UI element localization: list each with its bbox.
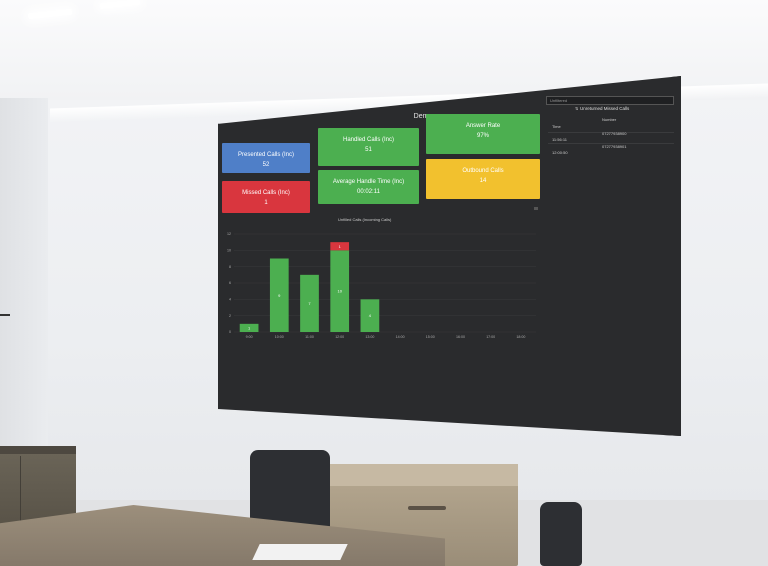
- bar-value-label: 1: [248, 325, 251, 330]
- kpi-value: 51: [365, 147, 372, 153]
- table-row-number: 07277938901: [602, 144, 627, 149]
- chart-title: Unfilled Calls (Incoming Calls): [338, 217, 392, 222]
- kpi-label: Presented Calls (Inc): [237, 152, 295, 158]
- chair: [540, 502, 582, 566]
- cabinet-top: [0, 446, 76, 454]
- x-tick-label: 13:00: [365, 335, 374, 339]
- kpi-value: 14: [479, 178, 487, 184]
- bar-handled[interactable]: [269, 258, 289, 333]
- bar-handled[interactable]: [360, 299, 380, 332]
- x-tick-label: 10:00: [275, 335, 284, 339]
- bar-handled[interactable]: [239, 323, 259, 332]
- wall-display: Demo Presented Calls (Inc) 52 Handled Call…: [218, 76, 681, 436]
- kpi-tile[interactable]: Outbound Calls 14: [426, 159, 540, 199]
- y-tick-label: 10: [227, 249, 231, 253]
- kpi-value: 97%: [476, 133, 489, 139]
- missed-value-label: 1: [339, 244, 342, 249]
- column-header-number[interactable]: Number: [602, 117, 617, 122]
- y-tick-label: 0: [229, 330, 231, 334]
- bar-value-label: 7: [308, 301, 311, 306]
- calls-bar-chart: 0 2 4 6 8 10 12 1 9:00 9 10:00 7 11:00 10 1 12:00 4 13:00…: [227, 232, 536, 339]
- kpi-tile[interactable]: Missed Calls (Inc) 1: [222, 181, 310, 213]
- bar-value-label: 4: [369, 313, 372, 318]
- kpi-label: Average Handle Time (Inc): [332, 179, 405, 185]
- bar-handled[interactable]: [300, 274, 319, 332]
- scroll-handle[interactable]: [534, 207, 538, 210]
- credenza-top: [320, 464, 518, 486]
- wall-mark: [0, 314, 10, 316]
- kpi-tile[interactable]: Handled Calls (Inc) 51: [318, 128, 419, 166]
- column-header-time[interactable]: Time: [552, 124, 561, 129]
- kpi-tile[interactable]: Presented Calls (Inc) 52: [222, 143, 310, 173]
- kpi-tile[interactable]: Answer Rate 97%: [426, 114, 540, 154]
- x-tick-label: 17:00: [486, 335, 495, 339]
- x-tick-label: 18:00: [516, 335, 525, 339]
- row-divider: [548, 143, 674, 144]
- bar-missed[interactable]: [330, 242, 350, 251]
- sort-icon[interactable]: ⇅: [575, 106, 579, 111]
- dashboard: Demo Presented Calls (Inc) 52 Handled Call…: [218, 76, 681, 436]
- filter-input[interactable]: Unfiltered: [546, 96, 674, 105]
- kpi-value: 52: [262, 162, 270, 168]
- chair: [250, 450, 330, 530]
- bar-value-label: 9: [278, 293, 281, 298]
- kpi-label: Outbound Calls: [462, 168, 504, 174]
- x-tick-label: 15:00: [426, 335, 435, 339]
- y-tick-label: 2: [229, 314, 231, 318]
- row-divider: [548, 132, 674, 133]
- dashboard-title: Demo: [413, 113, 433, 120]
- kpi-label: Answer Rate: [465, 123, 501, 129]
- missed-calls-title: Unreturned Missed Calls: [580, 106, 630, 111]
- y-tick-label: 12: [227, 232, 231, 236]
- kpi-label: Missed Calls (Inc): [242, 190, 290, 196]
- x-tick-label: 14:00: [396, 335, 405, 339]
- kpi-value: 1: [264, 200, 268, 206]
- y-tick-label: 8: [229, 265, 231, 269]
- x-tick-label: 9:00: [246, 335, 253, 339]
- table-row-number: 07277938900: [602, 131, 627, 136]
- y-tick-label: 4: [229, 298, 231, 302]
- bar-value-label: 10: [337, 289, 342, 294]
- bar-handled[interactable]: [330, 250, 350, 332]
- table-row-time: 12:00:50: [552, 150, 568, 155]
- cabinet-divider: [20, 456, 21, 528]
- kpi-tile[interactable]: Average Handle Time (Inc) 00:02:11: [318, 170, 419, 204]
- paper-sheet: [252, 544, 348, 560]
- x-tick-label: 16:00: [456, 335, 465, 339]
- x-tick-label: 11:00: [305, 335, 314, 339]
- credenza-handle: [408, 506, 446, 510]
- table-row-time: 11:56:11: [552, 137, 567, 142]
- kpi-value: 00:02:11: [357, 189, 380, 195]
- x-tick-label: 12:00: [335, 335, 344, 339]
- y-tick-label: 6: [229, 281, 231, 285]
- kpi-label: Handled Calls (Inc): [342, 137, 395, 143]
